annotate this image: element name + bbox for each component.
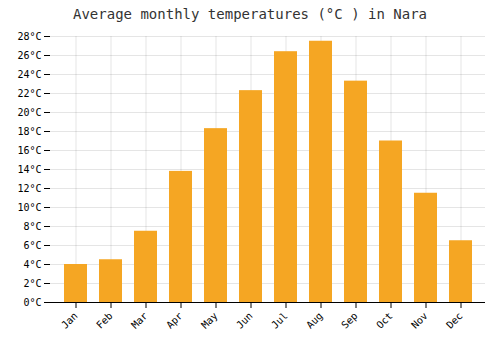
- svg-text:10°C: 10°C: [17, 202, 41, 213]
- svg-text:12°C: 12°C: [17, 183, 41, 194]
- svg-text:Apr: Apr: [164, 310, 185, 331]
- svg-text:Feb: Feb: [94, 310, 115, 331]
- svg-text:Oct: Oct: [374, 310, 395, 331]
- svg-text:Mar: Mar: [129, 310, 150, 331]
- svg-text:Jun: Jun: [234, 310, 255, 331]
- svg-text:14°C: 14°C: [17, 164, 41, 175]
- svg-text:26°C: 26°C: [17, 50, 41, 61]
- svg-text:Dec: Dec: [444, 310, 465, 331]
- svg-text:28°C: 28°C: [17, 31, 41, 42]
- svg-text:2°C: 2°C: [23, 278, 41, 289]
- svg-text:Jan: Jan: [59, 310, 80, 331]
- svg-text:20°C: 20°C: [17, 107, 41, 118]
- svg-text:Jul: Jul: [269, 310, 290, 331]
- svg-text:6°C: 6°C: [23, 240, 41, 251]
- svg-text:8°C: 8°C: [23, 221, 41, 232]
- svg-text:Aug: Aug: [304, 310, 325, 331]
- svg-text:4°C: 4°C: [23, 259, 41, 270]
- svg-text:16°C: 16°C: [17, 145, 41, 156]
- html-text:Average monthly temperatures (: Average monthly temperatures (°C ) in Na…: [73, 6, 427, 22]
- svg-text:May: May: [199, 310, 220, 331]
- svg-text:18°C: 18°C: [17, 126, 41, 137]
- svg-text:Sep: Sep: [339, 310, 360, 331]
- svg-text:Nov: Nov: [409, 310, 430, 331]
- svg-text:22°C: 22°C: [17, 88, 41, 99]
- svg-text:0°C: 0°C: [23, 297, 41, 308]
- svg-text:24°C: 24°C: [17, 69, 41, 80]
